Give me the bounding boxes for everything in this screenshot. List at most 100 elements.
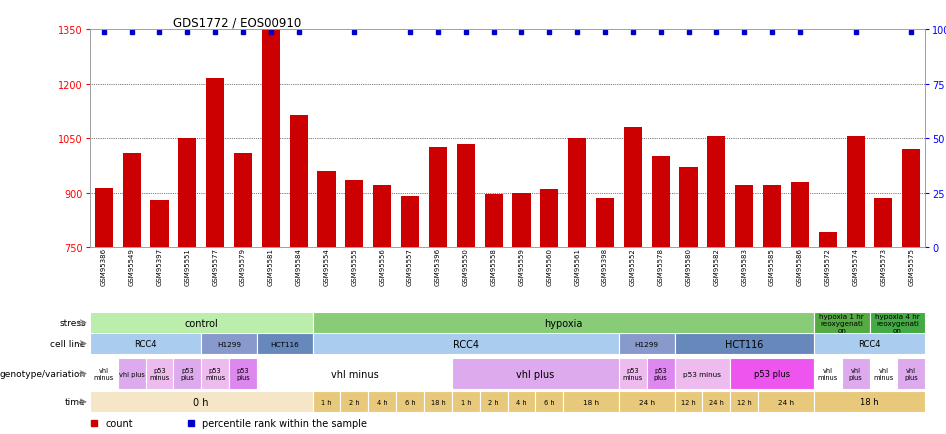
Bar <box>146 358 173 389</box>
Bar <box>540 190 558 247</box>
Bar <box>373 186 392 247</box>
Text: GSM95552: GSM95552 <box>630 247 636 285</box>
Text: GSM95560: GSM95560 <box>546 247 552 285</box>
Text: 18 h: 18 h <box>430 399 446 405</box>
Bar <box>513 193 531 247</box>
Text: GSM95550: GSM95550 <box>463 247 469 285</box>
Bar <box>758 391 814 412</box>
Text: p53
plus: p53 plus <box>654 367 668 380</box>
Text: cell line: cell line <box>50 339 86 348</box>
Text: GSM95580: GSM95580 <box>686 247 692 285</box>
Text: GSM95398: GSM95398 <box>602 247 608 286</box>
Text: 24 h: 24 h <box>778 399 794 405</box>
Bar <box>206 79 224 247</box>
Text: 1 h: 1 h <box>322 399 332 405</box>
Text: GSM95583: GSM95583 <box>742 247 747 285</box>
Text: 1 h: 1 h <box>461 399 471 405</box>
Text: GSM95554: GSM95554 <box>324 247 329 285</box>
Text: GSM95555: GSM95555 <box>351 247 358 285</box>
Text: GSM95551: GSM95551 <box>184 247 190 285</box>
Bar <box>90 312 312 334</box>
Bar <box>869 312 925 334</box>
Text: GSM95572: GSM95572 <box>825 247 831 285</box>
Bar <box>480 391 507 412</box>
Text: 6 h: 6 h <box>544 399 554 405</box>
Text: vhl plus: vhl plus <box>118 371 145 377</box>
Bar <box>763 186 781 247</box>
Text: percentile rank within the sample: percentile rank within the sample <box>202 418 367 428</box>
Bar <box>150 201 168 247</box>
Text: hypoxia: hypoxia <box>544 318 583 328</box>
Bar <box>173 358 201 389</box>
Text: vhl
minus: vhl minus <box>94 367 114 380</box>
Bar <box>619 358 647 389</box>
Bar <box>619 333 674 355</box>
Bar <box>318 171 336 247</box>
Bar <box>735 186 753 247</box>
Text: GSM95559: GSM95559 <box>518 247 524 285</box>
Bar <box>569 139 587 247</box>
Text: 4 h: 4 h <box>517 399 527 405</box>
Text: p53
plus: p53 plus <box>236 367 250 380</box>
Bar <box>289 115 307 247</box>
Text: vhl
minus: vhl minus <box>817 367 838 380</box>
Bar <box>401 197 419 247</box>
Bar <box>898 358 925 389</box>
Text: GSM95558: GSM95558 <box>491 247 497 285</box>
Bar <box>262 30 280 247</box>
Text: vhl
minus: vhl minus <box>873 367 894 380</box>
Text: RCC4: RCC4 <box>134 339 157 348</box>
Text: time: time <box>65 398 86 406</box>
Bar <box>563 391 619 412</box>
Bar <box>730 358 814 389</box>
Bar <box>117 358 146 389</box>
Text: vhl minus: vhl minus <box>330 369 378 378</box>
Text: H1299: H1299 <box>217 341 241 347</box>
Text: GSM95584: GSM95584 <box>296 247 302 285</box>
Bar <box>123 153 141 247</box>
Text: control: control <box>184 318 219 328</box>
Bar <box>535 391 563 412</box>
Bar <box>396 391 424 412</box>
Bar <box>201 333 257 355</box>
Text: 6 h: 6 h <box>405 399 415 405</box>
Bar <box>818 233 837 247</box>
Bar <box>452 358 619 389</box>
Bar <box>90 358 117 389</box>
Bar <box>201 358 229 389</box>
Text: GSM95585: GSM95585 <box>769 247 775 285</box>
Bar <box>368 391 396 412</box>
Text: GSM95549: GSM95549 <box>129 247 134 285</box>
Text: GSM95573: GSM95573 <box>881 247 886 285</box>
Text: GSM95586: GSM95586 <box>797 247 803 285</box>
Text: H1299: H1299 <box>635 341 658 347</box>
Bar <box>674 333 814 355</box>
Text: GSM95582: GSM95582 <box>713 247 719 285</box>
Bar <box>814 391 925 412</box>
Bar <box>647 358 674 389</box>
Text: GSM95575: GSM95575 <box>908 247 914 285</box>
Text: p53
minus: p53 minus <box>149 367 169 380</box>
Bar <box>312 391 341 412</box>
Bar <box>847 137 865 247</box>
Bar <box>95 189 113 247</box>
Bar <box>341 391 368 412</box>
Text: GDS1772 / EOS00910: GDS1772 / EOS00910 <box>173 16 302 29</box>
Bar <box>708 137 726 247</box>
Text: GSM95397: GSM95397 <box>156 247 163 286</box>
Bar <box>730 391 758 412</box>
Bar <box>507 391 535 412</box>
Text: HCT116: HCT116 <box>725 339 763 349</box>
Text: vhl
plus: vhl plus <box>904 367 919 380</box>
Text: 24 h: 24 h <box>709 399 724 405</box>
Text: genotype/variation: genotype/variation <box>0 369 86 378</box>
Text: p53 minus: p53 minus <box>683 371 722 377</box>
Text: 4 h: 4 h <box>377 399 388 405</box>
Text: 18 h: 18 h <box>583 399 599 405</box>
Text: GSM95577: GSM95577 <box>212 247 219 285</box>
Bar <box>257 333 312 355</box>
Text: 12 h: 12 h <box>737 399 751 405</box>
Bar <box>623 128 642 247</box>
Text: stress: stress <box>59 319 86 327</box>
Text: RCC4: RCC4 <box>858 339 881 348</box>
